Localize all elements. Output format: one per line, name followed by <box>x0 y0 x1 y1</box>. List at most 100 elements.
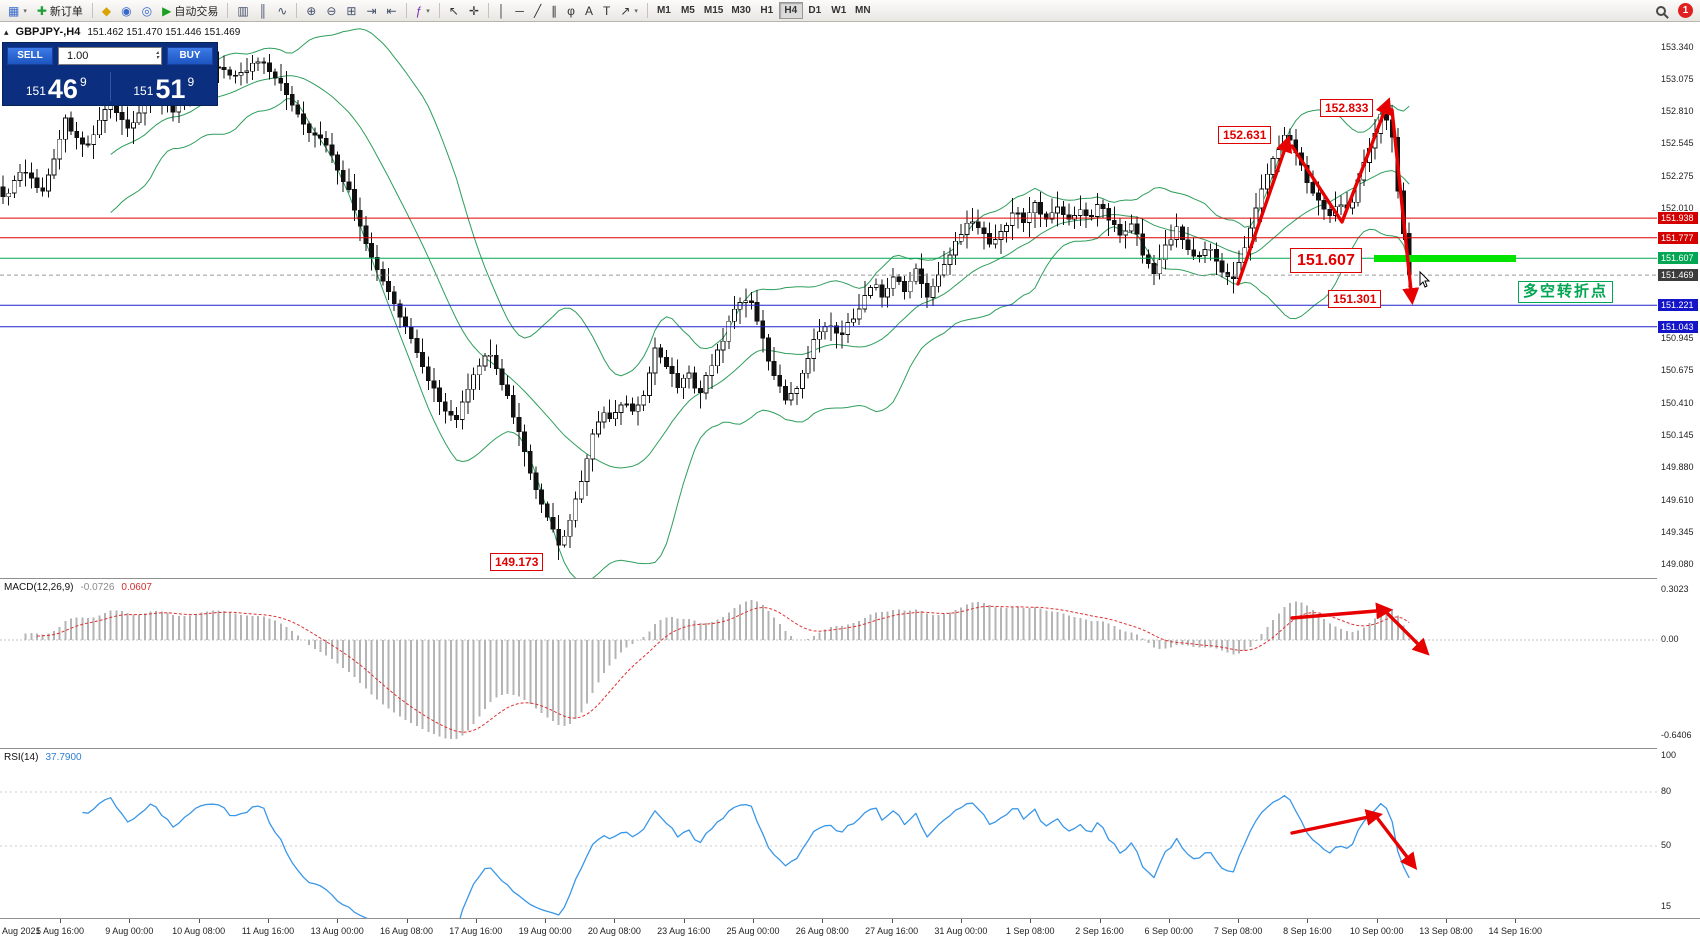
volume-increase-button[interactable]: ▴ <box>155 49 159 56</box>
toolbar-bar-chart-mode[interactable]: ▥ <box>233 1 252 21</box>
time-axis-label: 8 Sep 16:00 <box>1283 926 1332 936</box>
auto-scroll-icon: ⇥ <box>366 3 377 18</box>
toolbar-line-chart-mode[interactable]: ∿ <box>273 1 291 21</box>
new-chart-dropdown-icon[interactable]: ▾ <box>23 7 27 15</box>
time-axis-label: 7 Sep 08:00 <box>1213 926 1263 936</box>
data-window-icon: ◉ <box>121 3 132 18</box>
candlestick-chart[interactable] <box>0 22 1657 578</box>
toolbar-text-tool[interactable]: A <box>581 1 597 21</box>
toolbar-vertical-line-tool[interactable]: │ <box>494 1 510 21</box>
sell-price-pips: 46 <box>47 74 78 105</box>
text-tool-icon: A <box>584 3 593 18</box>
axis-label: 15 <box>1661 901 1672 911</box>
toolbar-separator <box>227 3 229 18</box>
toolbar-zoom-out[interactable]: ⊖ <box>322 1 340 21</box>
time-axis-label: 20 Aug 08:00 <box>587 926 641 936</box>
candles <box>0 51 1412 561</box>
volume-field[interactable]: 1.00 ▴ ▾ <box>58 46 162 65</box>
toolbar-arrow-tool[interactable]: ↗ ▾ <box>616 1 642 21</box>
toolbar-new-order[interactable]: ✚ 新订单 <box>33 1 87 21</box>
volume-decrease-button[interactable]: ▾ <box>155 54 159 61</box>
macd-panel[interactable] <box>0 579 1657 747</box>
annotation-high-152631: 152.631 <box>1218 126 1272 145</box>
one-click-top-row: SELL 1.00 ▴ ▾ BUY <box>3 43 217 68</box>
toolbar-horizontal-line-tool[interactable]: ─ <box>511 1 528 21</box>
panel-divider[interactable] <box>0 748 1700 749</box>
timeframe-m30[interactable]: M30 <box>727 2 754 19</box>
buy-price[interactable]: 151 51 9 <box>111 68 218 105</box>
indicators-dropdown-icon[interactable]: ▾ <box>426 7 430 15</box>
toolbar-label-tool[interactable]: T <box>599 1 614 21</box>
time-axis-label: 1 Sep 08:00 <box>1005 926 1055 936</box>
time-axis-label: 11 Aug 16:00 <box>241 926 295 936</box>
rsi-line <box>82 795 1410 918</box>
toolbar-chart-shift[interactable]: ⇤ <box>383 1 401 21</box>
timeframe-m1[interactable]: M1 <box>652 2 676 19</box>
bar-chart-mode-icon: ▥ <box>237 3 249 18</box>
price-axis[interactable]: 153.340 153.075 152.810 152.545 152.275 152.0… <box>1657 22 1700 918</box>
time-axis-label: 23 Aug 16:00 <box>657 926 711 936</box>
time-axis-tick <box>1515 919 1517 923</box>
annotation-level-151607: 151.607 <box>1290 248 1362 274</box>
one-click-trading-panel: SELL 1.00 ▴ ▾ BUY 151 46 9 151 51 9 <box>2 42 218 106</box>
toolbar-crosshair-tool[interactable]: ✛ <box>465 1 483 21</box>
time-axis-label: 5 Aug 16:00 <box>35 926 85 936</box>
toolbar-autotrade[interactable]: ▶ 自动交易 <box>158 1 222 21</box>
axis-label: 80 <box>1661 786 1672 796</box>
toolbar-tile-windows[interactable]: ⊞ <box>342 1 360 21</box>
rsi-panel[interactable] <box>0 749 1657 918</box>
one-click-collapse-icon[interactable]: ▴ <box>4 26 9 37</box>
cursor-tool-icon: ↖ <box>448 3 459 18</box>
timeframe-m5[interactable]: M5 <box>676 2 700 19</box>
volume-value[interactable]: 1.00 <box>67 49 89 62</box>
time-axis[interactable]: Aug 2021 5 Aug 16:00 9 Aug 00:00 10 Aug 08:… <box>0 918 1700 941</box>
volume-steppers: ▴ ▾ <box>155 49 159 61</box>
toolbar-zoom-in[interactable]: ⊕ <box>302 1 320 21</box>
buy-button[interactable]: BUY <box>167 46 213 65</box>
candle-chart-mode-icon: ║ <box>258 3 268 18</box>
toolbar-data-window[interactable]: ◉ <box>117 1 135 21</box>
toolbar-navigator[interactable]: ◎ <box>138 1 156 21</box>
toolbar-indicators[interactable]: ƒ ▾ <box>412 1 434 21</box>
time-axis-tick <box>1168 919 1170 923</box>
zoom-out-icon: ⊖ <box>326 3 337 18</box>
price-axis-badge: 151.938 <box>1658 212 1698 225</box>
toolbar-candle-chart-mode[interactable]: ║ <box>255 1 272 21</box>
arrow-tool-dropdown-icon[interactable]: ▾ <box>634 7 638 15</box>
buy-price-point: 9 <box>187 75 195 89</box>
sell-price-point: 9 <box>79 75 87 89</box>
toolbar-channel-tool[interactable]: ∥ <box>547 1 561 21</box>
toolbar-market-watch[interactable]: ◆ <box>98 1 115 21</box>
timeframe-h1[interactable]: H1 <box>755 2 779 19</box>
time-axis-label: 31 Aug 00:00 <box>934 926 988 936</box>
navigator-icon: ◎ <box>141 3 153 18</box>
annotation-high-152833: 152.833 <box>1320 99 1374 118</box>
panel-divider[interactable] <box>0 578 1700 579</box>
tile-windows-icon: ⊞ <box>346 3 357 18</box>
macd-main-value: -0.0726 <box>80 582 115 593</box>
toolbar-cursor-tool[interactable]: ↖ <box>445 1 463 21</box>
sell-price[interactable]: 151 46 9 <box>3 68 110 105</box>
notification-badge[interactable]: 1 <box>1678 3 1693 18</box>
toolbar-trendline-tool[interactable]: ╱ <box>530 1 545 21</box>
timeframe-w1[interactable]: W1 <box>827 2 851 19</box>
one-click-price-row: 151 46 9 151 51 9 <box>3 68 217 105</box>
toolbar-auto-scroll[interactable]: ⇥ <box>362 1 380 21</box>
toolbar-fibonacci-tool[interactable]: φ <box>563 1 579 21</box>
sell-price-prefix: 151 <box>25 84 46 98</box>
axis-label: 152.810 <box>1661 106 1694 117</box>
horizontal-line-tool-icon: ─ <box>515 3 524 18</box>
search-icon[interactable] <box>1656 5 1666 16</box>
timeframe-h4[interactable]: H4 <box>778 2 803 19</box>
time-axis-tick <box>545 919 547 923</box>
macd-label: MACD(12,26,9) -0.0726 0.0607 <box>4 582 152 593</box>
timeframe-mn[interactable]: MN <box>851 2 875 19</box>
sell-button[interactable]: SELL <box>7 46 53 65</box>
timeframe-m15[interactable]: M15 <box>700 2 727 19</box>
axis-label: 149.080 <box>1661 559 1694 569</box>
time-axis-tick <box>267 919 269 923</box>
toolbar-new-chart[interactable]: ▦ ▾ <box>4 1 31 21</box>
timeframe-d1[interactable]: D1 <box>803 2 827 19</box>
time-axis-tick <box>198 919 200 923</box>
price-divider <box>109 72 111 101</box>
